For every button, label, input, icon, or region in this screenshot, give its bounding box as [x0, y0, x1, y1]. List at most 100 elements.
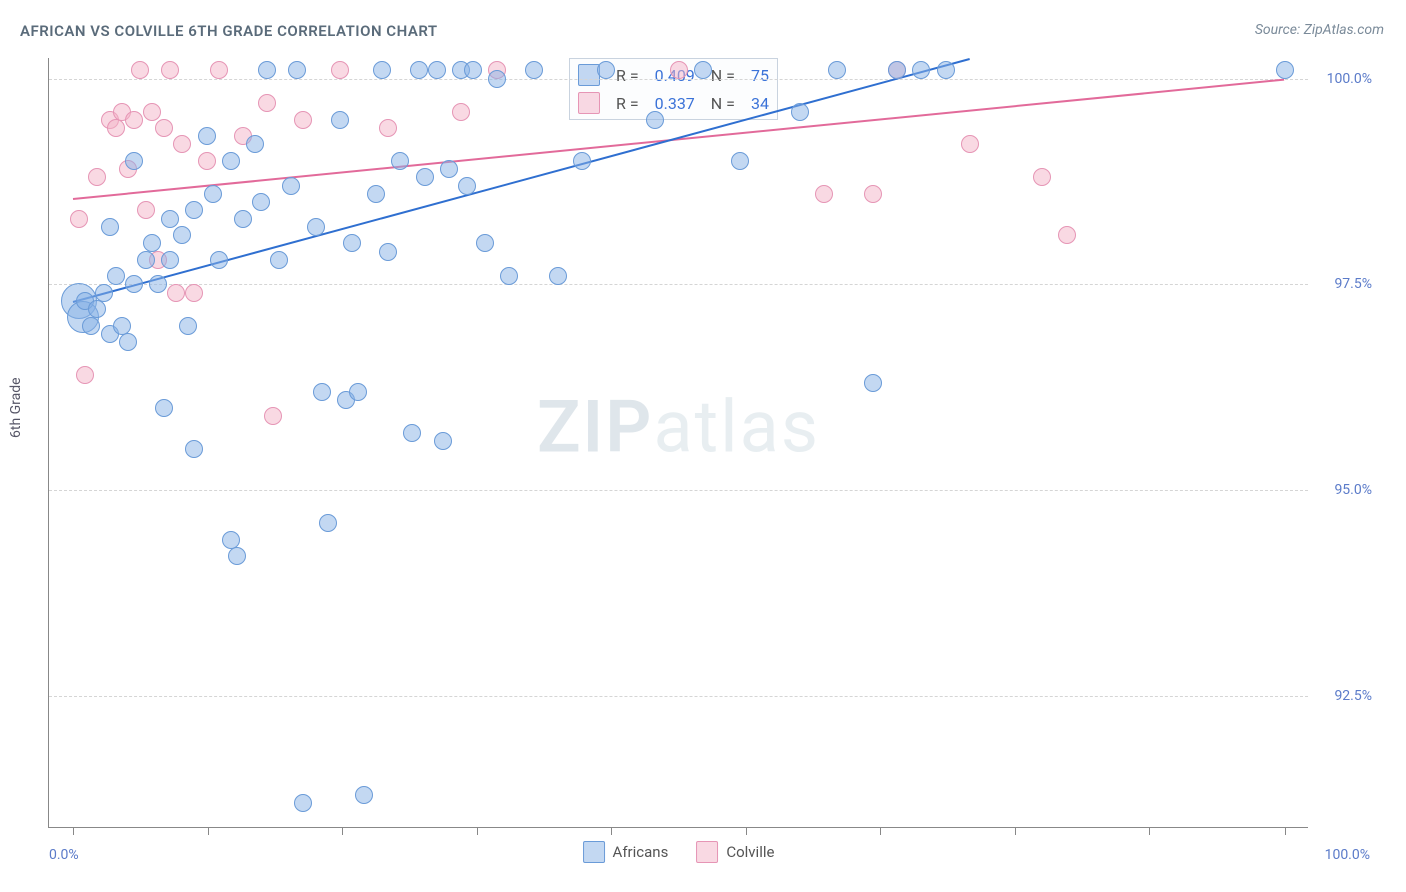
data-point-africans: [95, 284, 113, 302]
data-point-africans: [210, 251, 228, 269]
chart-title: AFRICAN VS COLVILLE 6TH GRADE CORRELATIO…: [20, 22, 438, 40]
data-point-colville: [1058, 226, 1076, 244]
data-point-africans: [125, 275, 143, 293]
data-point-africans: [488, 70, 506, 88]
data-point-africans: [82, 317, 100, 335]
data-point-africans: [113, 317, 131, 335]
data-point-africans: [379, 243, 397, 261]
data-point-colville: [185, 284, 203, 302]
chart-container: AFRICAN VS COLVILLE 6TH GRADE CORRELATIO…: [0, 0, 1406, 892]
data-point-africans: [288, 61, 306, 79]
data-point-africans: [476, 234, 494, 252]
data-point-africans: [458, 177, 476, 195]
data-point-africans: [912, 61, 930, 79]
data-point-africans: [173, 226, 191, 244]
data-point-africans: [694, 61, 712, 79]
data-point-africans: [646, 111, 664, 129]
data-point-africans: [234, 210, 252, 228]
data-point-africans: [403, 424, 421, 442]
legend-swatch: [696, 841, 718, 863]
x-tick: [208, 827, 209, 835]
data-point-africans: [367, 185, 385, 203]
data-point-africans: [119, 333, 137, 351]
data-point-colville: [88, 168, 106, 186]
data-point-africans: [440, 160, 458, 178]
data-point-colville: [131, 61, 149, 79]
data-point-africans: [434, 432, 452, 450]
data-point-africans: [549, 267, 567, 285]
data-point-africans: [161, 251, 179, 269]
y-tick-label: 100.0%: [1327, 71, 1372, 87]
stats-row: R =0.337N =34: [570, 89, 777, 117]
data-point-africans: [731, 152, 749, 170]
data-point-colville: [107, 119, 125, 137]
data-point-colville: [670, 61, 688, 79]
data-point-africans: [270, 251, 288, 269]
data-point-colville: [258, 94, 276, 112]
data-point-africans: [307, 218, 325, 236]
data-point-africans: [88, 300, 106, 318]
x-axis-start-label: 0.0%: [49, 847, 79, 863]
data-point-africans: [222, 531, 240, 549]
data-point-africans: [1276, 61, 1294, 79]
data-point-africans: [155, 399, 173, 417]
data-point-colville: [815, 185, 833, 203]
stats-r-label: R =: [608, 89, 647, 117]
data-point-colville: [331, 61, 349, 79]
data-point-africans: [294, 794, 312, 812]
data-point-africans: [888, 61, 906, 79]
gridline: [49, 696, 1308, 697]
plot-area: ZIPatlas R =0.409N =75R =0.337N =34 Afri…: [48, 58, 1308, 828]
data-point-africans: [864, 374, 882, 392]
data-point-africans: [791, 103, 809, 121]
data-point-africans: [828, 61, 846, 79]
data-point-africans: [525, 61, 543, 79]
source-label: Source: ZipAtlas.com: [1255, 22, 1384, 38]
data-point-africans: [331, 111, 349, 129]
data-point-africans: [500, 267, 518, 285]
data-point-africans: [319, 514, 337, 532]
x-tick: [477, 827, 478, 835]
data-point-africans: [228, 547, 246, 565]
data-point-colville: [155, 119, 173, 137]
data-point-colville: [76, 366, 94, 384]
data-point-africans: [349, 383, 367, 401]
data-point-africans: [597, 61, 615, 79]
data-point-africans: [410, 61, 428, 79]
data-point-colville: [167, 284, 185, 302]
data-point-africans: [937, 61, 955, 79]
data-point-africans: [282, 177, 300, 195]
data-point-africans: [391, 152, 409, 170]
x-tick: [342, 827, 343, 835]
data-point-africans: [143, 234, 161, 252]
legend-swatch: [583, 841, 605, 863]
x-tick: [73, 827, 74, 835]
data-point-africans: [428, 61, 446, 79]
data-point-africans: [101, 218, 119, 236]
watermark: ZIPatlas: [537, 385, 820, 470]
data-point-colville: [210, 61, 228, 79]
y-tick-label: 92.5%: [1334, 688, 1372, 704]
data-point-colville: [1033, 168, 1051, 186]
data-point-africans: [355, 786, 373, 804]
y-tick-label: 97.5%: [1334, 276, 1372, 292]
legend-item: Colville: [696, 841, 774, 863]
data-point-africans: [185, 201, 203, 219]
stats-swatch: [578, 92, 600, 114]
data-point-colville: [264, 407, 282, 425]
data-point-colville: [198, 152, 216, 170]
gridline: [49, 284, 1308, 285]
data-point-africans: [149, 275, 167, 293]
data-point-africans: [246, 135, 264, 153]
x-tick: [746, 827, 747, 835]
x-tick: [880, 827, 881, 835]
data-point-colville: [161, 61, 179, 79]
stats-n-label: N =: [703, 89, 743, 117]
data-point-colville: [143, 103, 161, 121]
data-point-africans: [313, 383, 331, 401]
data-point-africans: [252, 193, 270, 211]
data-point-africans: [204, 185, 222, 203]
legend-label: Africans: [613, 843, 669, 861]
y-tick-label: 95.0%: [1334, 482, 1372, 498]
data-point-africans: [137, 251, 155, 269]
